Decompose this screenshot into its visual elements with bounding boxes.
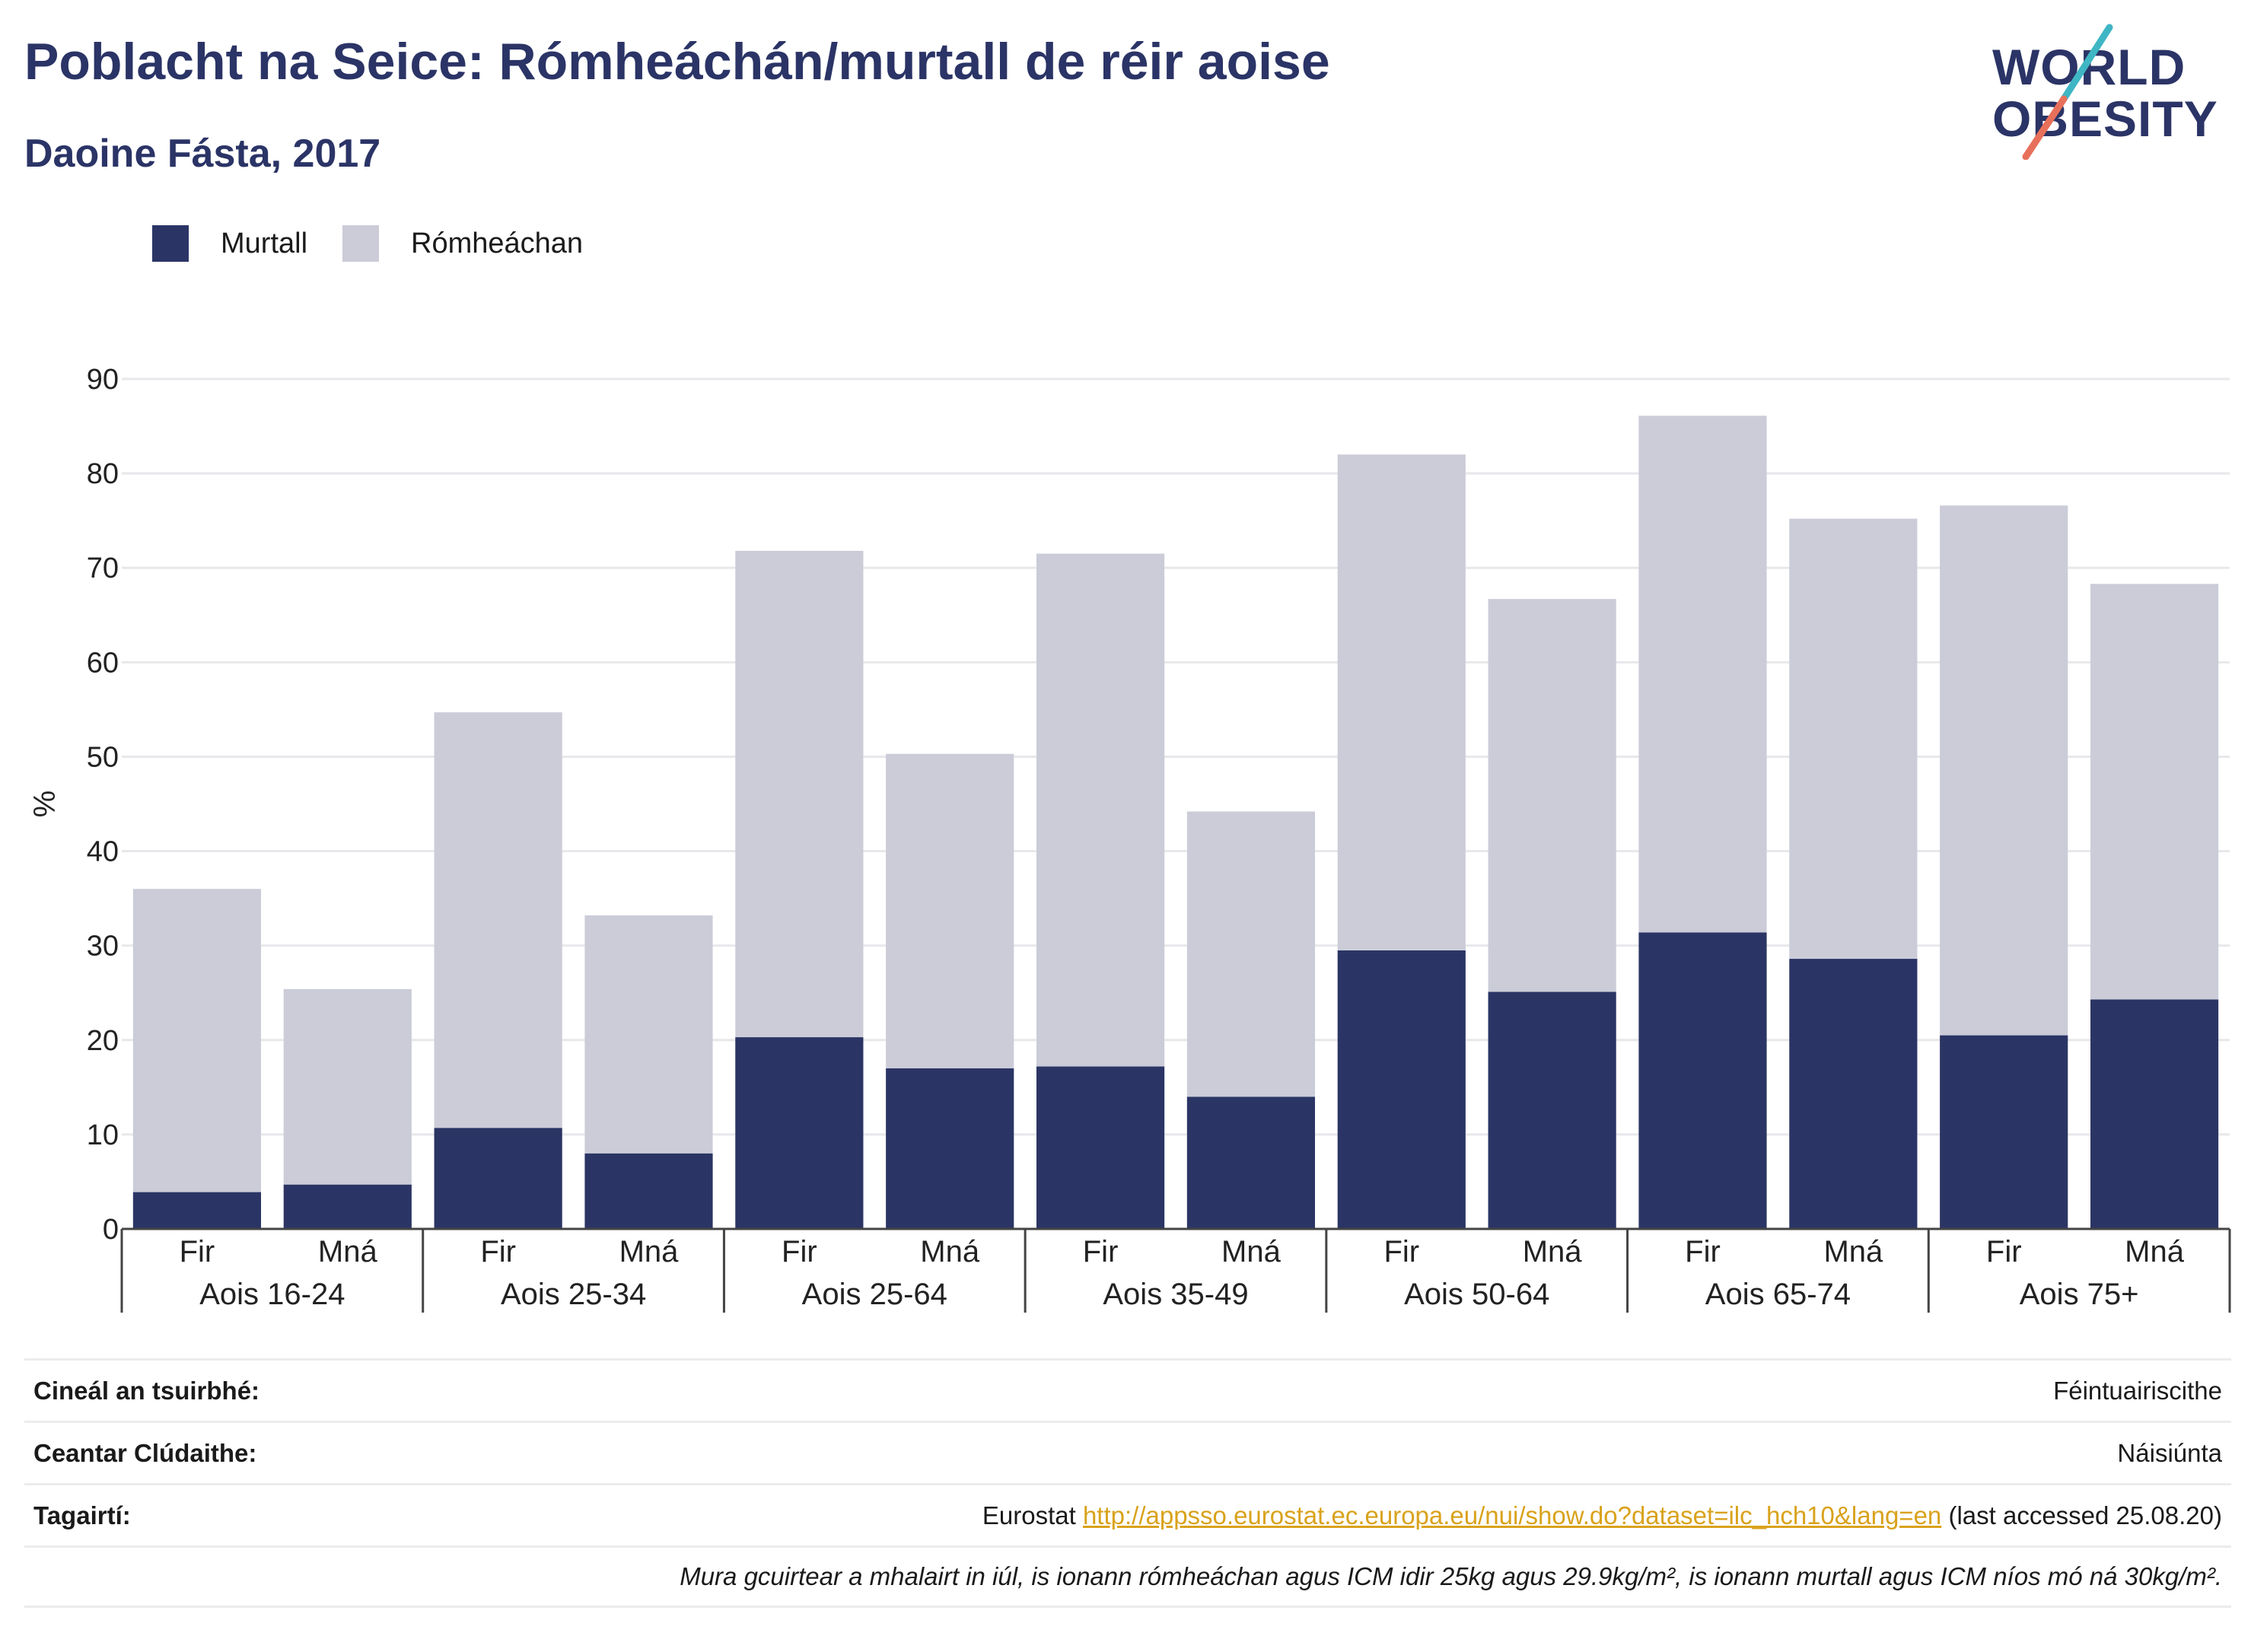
x-group-label: Aois 25-64 (802, 1278, 947, 1311)
info-row-area: Ceantar Clúdaithe: Náisiúnta (24, 1421, 2231, 1483)
legend-swatch-romheachan (342, 225, 380, 262)
info-row-references: Tagairtí: Eurostat http://appsso.eurosta… (24, 1483, 2231, 1545)
legend-item-romheachan: Rómheáchan (342, 225, 583, 262)
legend-label-romheachan: Rómheáchan (411, 227, 584, 259)
reference-link[interactable]: http://appsso.eurostat.ec.europa.eu/nui/… (1082, 1501, 1942, 1529)
x-category-label: Mná (318, 1235, 378, 1268)
info-row-note: Mura gcuirtear a mhalairt in iúl, is ion… (24, 1545, 2231, 1608)
reference-suffix: (last accessed 25.08.20) (1941, 1501, 2222, 1529)
x-category-label: Mná (920, 1235, 980, 1268)
bar-romheachan (132, 889, 262, 1192)
x-group-label: Aois 65-74 (1705, 1278, 1851, 1311)
chart-title: Poblacht na Seice: Rómheáchán/murtall de… (24, 33, 1330, 91)
x-category-label: Mná (1221, 1235, 1282, 1268)
info-table: Cineál an tsuirbhé: Féintuairiscithe Cea… (24, 1358, 2231, 1608)
survey-label: Cineál an tsuirbhé: (33, 1376, 260, 1405)
logo-slash-icon (2022, 24, 2113, 160)
chart-legend: Murtall Rómheáchan (152, 225, 618, 262)
y-tick-label: 0 (103, 1214, 119, 1246)
bar-murtall (1186, 1097, 1316, 1229)
y-tick-label: 80 (87, 458, 119, 490)
bar-murtall (886, 1068, 1014, 1229)
world-obesity-logo: WORLD OBESITY (1979, 23, 2237, 160)
bar-murtall (1337, 950, 1466, 1229)
y-tick-label: 10 (87, 1119, 119, 1151)
x-category-label: Fir (1685, 1235, 1721, 1268)
area-label: Ceantar Clúdaithe: (33, 1438, 257, 1467)
y-tick-label: 90 (87, 364, 119, 396)
bar-murtall (132, 1192, 262, 1229)
x-category-label: Fir (782, 1235, 817, 1268)
bar-murtall (1036, 1066, 1165, 1229)
x-group-label: Aois 75+ (2020, 1278, 2139, 1311)
bar-murtall (1789, 959, 1918, 1229)
bar-romheachan (1036, 553, 1165, 1067)
bar-romheachan (1186, 811, 1316, 1097)
bar-murtall (283, 1184, 412, 1229)
bar-romheachan (434, 712, 562, 1128)
x-category-label: Fir (1383, 1235, 1419, 1268)
x-category-label: Fir (1083, 1235, 1119, 1268)
bar-murtall (434, 1128, 562, 1229)
legend-swatch-murtall (152, 225, 189, 262)
bar-romheachan (1789, 518, 1918, 960)
bar-romheachan (1337, 454, 1466, 950)
x-category-label: Fir (180, 1235, 215, 1268)
legend-label-murtall: Murtall (221, 227, 308, 259)
bar-romheachan (1940, 505, 2068, 1036)
y-tick-label: 70 (87, 552, 119, 584)
bar-romheachan (2090, 584, 2219, 1000)
y-tick-label: 30 (87, 931, 119, 963)
x-group-label: Aois 16-24 (199, 1278, 345, 1311)
x-group-label: Aois 25-34 (501, 1278, 646, 1311)
y-tick-label: 20 (87, 1025, 119, 1057)
area-value: Náisiúnta (2117, 1438, 2222, 1467)
bar-romheachan (1488, 599, 1616, 992)
references-label: Tagairtí: (33, 1501, 131, 1529)
x-group-label: Aois 35-49 (1103, 1278, 1248, 1311)
x-category-label: Mná (1523, 1235, 1583, 1268)
bar-murtall (1488, 992, 1616, 1229)
bar-romheachan (283, 988, 412, 1185)
x-category-label: Fir (480, 1235, 516, 1268)
reference-prefix: Eurostat (982, 1501, 1083, 1529)
bar-romheachan (584, 915, 713, 1154)
bar-romheachan (735, 550, 864, 1038)
y-tick-label: 50 (87, 741, 119, 773)
survey-value: Féintuairiscithe (2053, 1376, 2222, 1405)
logo-line-1: WORLD (1992, 39, 2186, 95)
x-category-label: Mná (1823, 1235, 1883, 1268)
legend-item-murtall: Murtall (152, 225, 307, 262)
bar-murtall (1940, 1035, 2068, 1229)
bar-murtall (1638, 932, 1767, 1229)
bar-murtall (584, 1153, 713, 1229)
bar-murtall (2090, 999, 2219, 1229)
info-row-survey: Cineál an tsuirbhé: Féintuairiscithe (24, 1358, 2231, 1421)
x-category-label: Fir (1986, 1235, 2022, 1268)
logo-line-2: OBESITY (1992, 91, 2218, 147)
stacked-bar-chart: 0 10 20 30 40 50 60 70 80 90% Fir Mná Fir Mná Fir Mná Fi… (28, 364, 2231, 1313)
x-category-label: Mná (2125, 1235, 2185, 1268)
references-value: Eurostat http://appsso.eurostat.ec.europ… (982, 1501, 2222, 1530)
definition-note: Mura gcuirtear a mhalairt in iúl, is ion… (680, 1562, 2222, 1590)
chart-subtitle: Daoine Fásta, 2017 (24, 132, 381, 176)
y-tick-label: 60 (87, 647, 119, 679)
x-group-label: Aois 50-64 (1404, 1278, 1549, 1311)
y-tick-label: 40 (87, 836, 119, 868)
bar-romheachan (1638, 415, 1767, 933)
x-category-label: Mná (619, 1235, 680, 1268)
y-axis-label: % (28, 791, 62, 818)
bar-murtall (735, 1037, 864, 1229)
bar-romheachan (886, 753, 1014, 1069)
